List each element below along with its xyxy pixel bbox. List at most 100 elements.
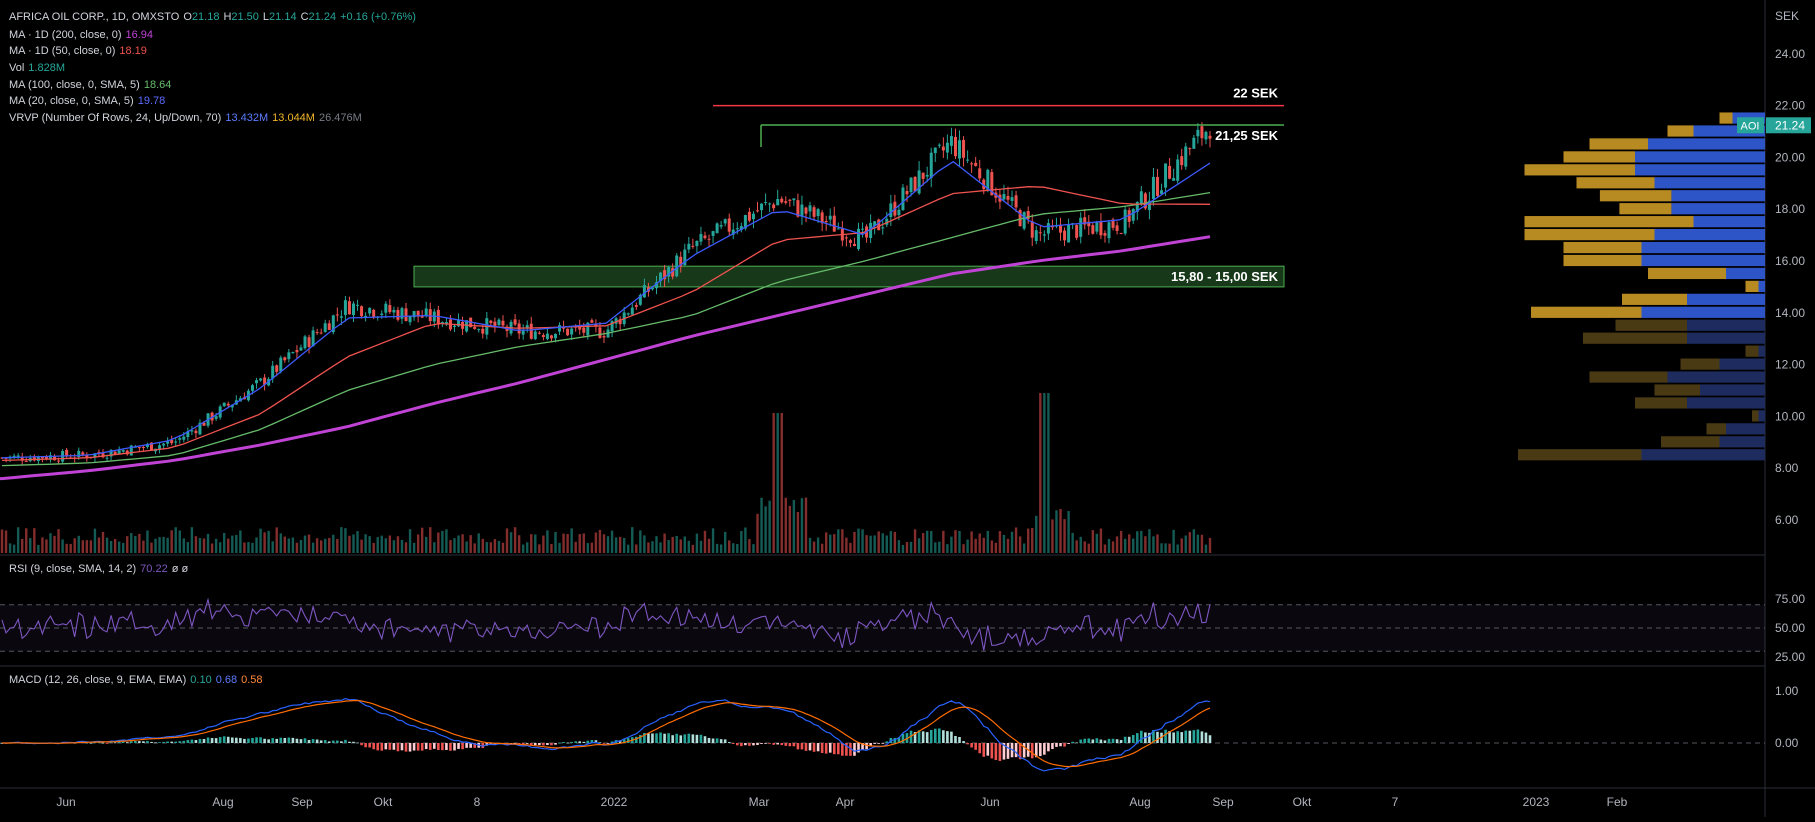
macd-hist-bar	[1063, 743, 1066, 747]
candle-body	[230, 404, 234, 408]
macd-hist-bar	[849, 743, 852, 756]
candle-body	[452, 325, 456, 327]
candle-body	[194, 430, 198, 434]
macd-hist-bar	[1180, 732, 1184, 743]
macd-hist-bar	[639, 735, 642, 743]
macd-hist-bar	[1208, 735, 1212, 743]
macd-hist-bar	[651, 733, 654, 743]
symbol-title[interactable]: AFRICA OIL CORP., 1D, OMXSTO	[9, 11, 180, 23]
volume-bar	[639, 530, 642, 553]
profile-down-bar	[1680, 358, 1720, 370]
indicator-ma50-legend[interactable]: MA · 1D (50, close, 0) 18.19	[9, 44, 151, 59]
macd-hist-bar	[400, 743, 404, 751]
profile-up-bar	[1654, 229, 1765, 241]
candle-body	[667, 267, 671, 277]
candle-body	[707, 238, 711, 240]
vrvp-legend[interactable]: VRVP (Number Of Rows, 24, Up/Down, 70) 13…	[9, 111, 366, 126]
high-value: 21.50	[231, 11, 259, 23]
volume-bar	[659, 542, 662, 553]
indicator-vol-legend[interactable]: Vol 1.828M	[9, 61, 69, 76]
volume-bar	[594, 532, 598, 553]
macd-hist-bar	[1087, 738, 1091, 743]
volume-bar	[1140, 530, 1143, 553]
volume-bar	[598, 529, 602, 553]
rsi-tick-label: 50.00	[1775, 621, 1805, 635]
candle-body	[990, 172, 994, 196]
candle-body	[1107, 222, 1111, 239]
profile-up-bar	[1719, 436, 1765, 448]
macd-pane	[0, 697, 1765, 772]
indicator-ma100-legend[interactable]: MA (100, close, 0, SMA, 5) 18.64	[9, 78, 175, 93]
macd-hist-bar	[319, 740, 323, 743]
candle-body	[796, 200, 800, 217]
volume-bar	[166, 537, 169, 553]
candle-body	[77, 450, 81, 457]
volume-bar	[344, 528, 347, 553]
volume-bar	[12, 544, 16, 553]
volume-bar	[328, 537, 331, 553]
candle-body	[1075, 225, 1079, 238]
rsi-legend[interactable]: RSI (9, close, SMA, 14, 2) 70.22 ø ø	[9, 562, 192, 577]
volume-bar	[469, 535, 472, 553]
profile-down-bar	[1599, 190, 1672, 202]
macd-hist-bar	[832, 743, 836, 755]
macd-hist-bar	[125, 742, 129, 743]
volume-bar	[618, 536, 622, 553]
time-axis[interactable]: Jun Aug Sep Okt 8 2022 Mar Apr Jun Aug Sep Okt 7 2023…	[56, 795, 1627, 809]
macd-hist-bar	[804, 743, 808, 751]
volume-bar	[360, 539, 363, 553]
macd-hist-bar	[146, 740, 149, 743]
macd-hist-bar	[626, 738, 630, 743]
candle-body	[497, 319, 501, 326]
macd-legend[interactable]: MACD (12, 26, close, 9, EMA, EMA) 0.10 0.6…	[9, 673, 267, 688]
candle-body	[1010, 197, 1014, 201]
volume-bar	[65, 543, 68, 553]
volume-bar	[970, 531, 973, 553]
rsi-extra: ø ø	[171, 563, 189, 575]
macd-hist-bar	[279, 737, 283, 743]
volume-bar	[126, 536, 129, 553]
macd-hist-bar	[1071, 741, 1074, 743]
volume-bar	[622, 538, 626, 553]
profile-up-bar	[1671, 190, 1765, 202]
indicator-value: 1.828M	[28, 62, 65, 74]
candle-body	[85, 455, 89, 459]
candle-body	[360, 306, 364, 317]
candle-body	[174, 441, 178, 443]
time-tick-label: Jun	[56, 795, 75, 809]
candle-body	[586, 322, 590, 336]
price-axis[interactable]: SEK 24.00 22.00 20.00 18.00 16.00 14.00 12.00 10…	[1737, 9, 1811, 750]
candle-body	[958, 140, 962, 159]
candle-body	[525, 325, 529, 329]
volume-bar	[869, 535, 872, 553]
indicator-ma200-legend[interactable]: MA · 1D (200, close, 0) 16.94	[9, 28, 157, 43]
macd-hist-bar	[1119, 739, 1123, 743]
candle-body	[905, 191, 909, 195]
volume-bar	[336, 539, 339, 553]
macd-hist-bar	[299, 739, 303, 743]
last-price-bg	[1766, 117, 1811, 134]
candle-body	[941, 146, 945, 151]
macd-hist-bar	[764, 743, 767, 744]
volume-bar	[348, 535, 351, 553]
volume-bar	[812, 541, 816, 553]
volume-bar	[307, 534, 311, 553]
candle-body	[457, 319, 461, 327]
resistance-label: 22 SEK	[1233, 86, 1278, 101]
symbol-legend[interactable]: AFRICA OIL CORP., 1D, OMXSTO O21.18 H21.50…	[9, 10, 420, 25]
volume-bar	[291, 537, 295, 553]
indicator-ma20-legend[interactable]: MA (20, close, 0, SMA, 5) 19.78	[9, 94, 169, 109]
macd-hist-bar	[667, 733, 670, 743]
candle-body	[1006, 195, 1010, 200]
candle-body	[925, 174, 929, 177]
macd-hist-bar	[138, 741, 141, 743]
volume-bar	[235, 534, 238, 553]
price-tick-label: 20.00	[1775, 150, 1805, 164]
profile-down-bar	[1619, 203, 1672, 215]
macd-hist-bar	[554, 743, 557, 745]
macd-hist-bar	[970, 743, 973, 748]
volume-bar	[190, 527, 194, 553]
symbol-tag: AOI	[1741, 120, 1760, 132]
